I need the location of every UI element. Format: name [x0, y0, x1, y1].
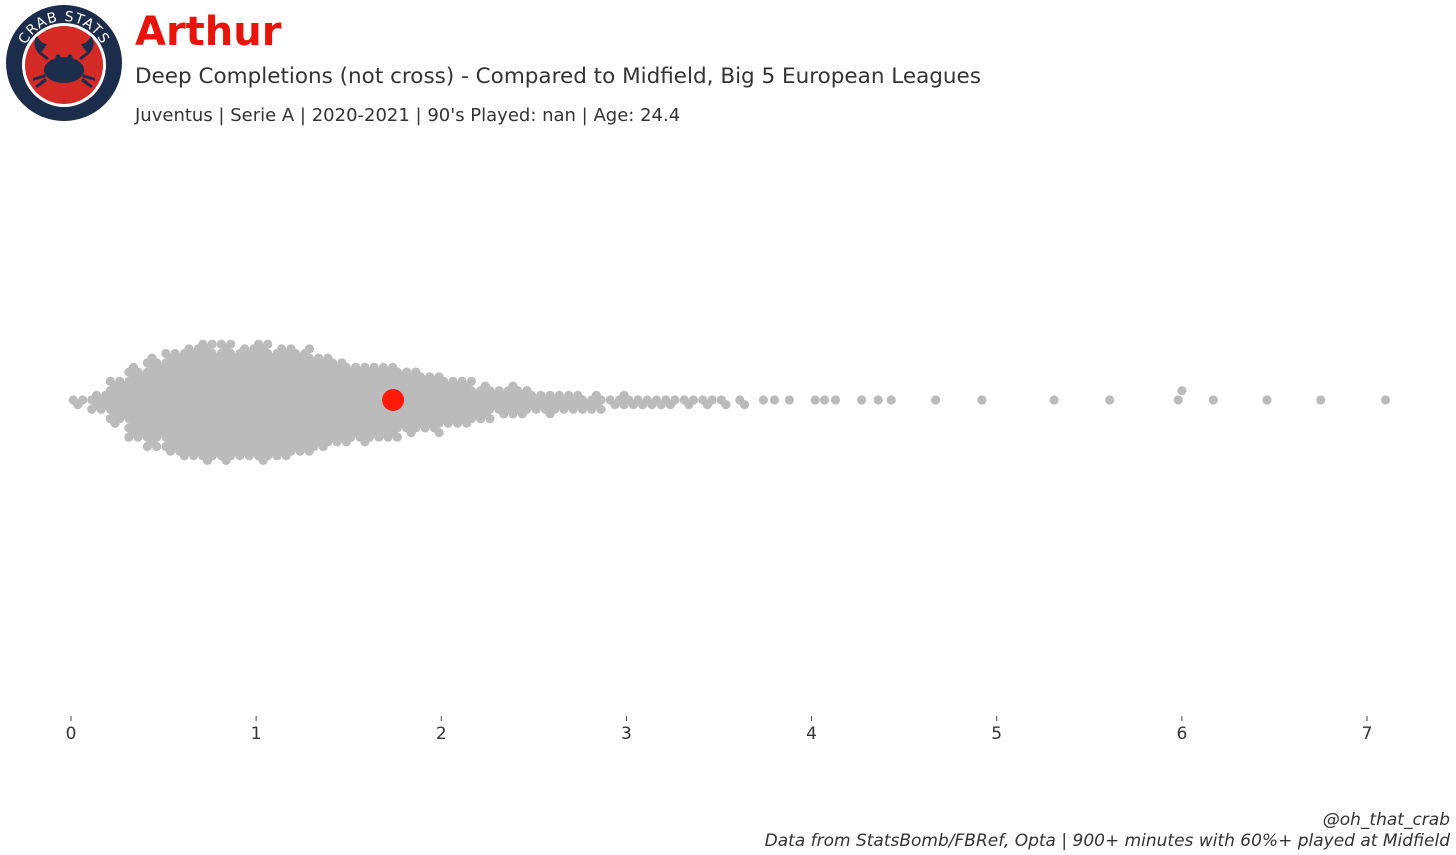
x-tick-label: 0 — [66, 724, 77, 744]
data-point — [596, 395, 606, 405]
crab-icon — [33, 36, 95, 88]
data-point — [819, 395, 830, 405]
data-point — [596, 404, 606, 414]
highlight-layer — [382, 389, 405, 411]
data-point — [1380, 395, 1391, 405]
data-point — [78, 395, 88, 405]
x-tick-label: 2 — [436, 724, 447, 744]
player-name: Arthur — [135, 9, 282, 55]
data-point — [1049, 395, 1059, 405]
player-meta: Juventus | Serie A | 2020-2021 | 90's Pl… — [135, 105, 681, 126]
data-point — [226, 339, 236, 349]
data-point — [1177, 386, 1187, 396]
x-tick-label: 4 — [806, 724, 817, 744]
x-tick-label: 3 — [621, 724, 632, 744]
data-point — [670, 395, 680, 405]
data-point — [707, 395, 717, 405]
highlighted-player-point — [382, 389, 405, 411]
data-point — [1208, 395, 1218, 405]
data-point — [207, 339, 217, 349]
data-point — [977, 395, 987, 405]
data-point — [1262, 395, 1272, 405]
x-tick-label: 6 — [1176, 724, 1187, 744]
x-axis: 0 1 2 3 4 5 6 7 — [66, 716, 1373, 744]
data-point — [831, 395, 841, 405]
data-point — [152, 441, 162, 452]
data-point — [886, 395, 896, 405]
x-tick-label: 5 — [991, 724, 1002, 744]
data-point — [434, 428, 444, 438]
data-point — [1105, 395, 1115, 405]
chart-subtitle: Deep Completions (not cross) - Compared … — [135, 64, 981, 89]
data-point — [392, 432, 402, 442]
data-point — [721, 400, 731, 410]
x-tick-label: 7 — [1362, 724, 1373, 744]
data-point — [810, 395, 820, 405]
data-point — [769, 395, 780, 405]
data-point — [688, 395, 699, 405]
data-point — [758, 395, 769, 405]
data-point — [263, 339, 273, 349]
data-point — [485, 414, 495, 424]
data-point — [1173, 395, 1183, 405]
crab-stats-logo: CRAB STATS — [6, 5, 122, 121]
data-point — [466, 376, 476, 386]
x-tick-label: 1 — [251, 724, 262, 744]
data-point — [739, 400, 750, 410]
points-layer — [68, 339, 1391, 465]
data-point — [931, 395, 941, 405]
data-source-note: Data from StatsBomb/FBRef, Opta | 900+ m… — [764, 831, 1450, 851]
data-point — [304, 344, 314, 354]
data-point — [784, 395, 795, 405]
data-point — [857, 395, 867, 405]
author-handle: @oh_that_crab — [1322, 810, 1450, 830]
data-point — [1316, 395, 1326, 405]
data-point — [873, 395, 883, 405]
